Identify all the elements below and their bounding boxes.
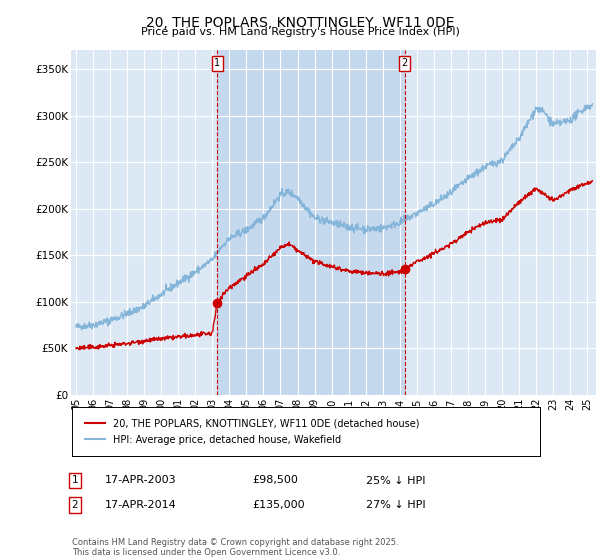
Text: 1: 1	[214, 58, 220, 68]
Text: 17-APR-2003: 17-APR-2003	[105, 475, 176, 486]
Text: 25% ↓ HPI: 25% ↓ HPI	[366, 475, 425, 486]
Text: 1: 1	[71, 475, 79, 486]
Bar	[217, 50, 405, 395]
Text: Contains HM Land Registry data © Crown copyright and database right 2025.
This d: Contains HM Land Registry data © Crown c…	[72, 538, 398, 557]
Text: 2: 2	[401, 58, 408, 68]
Text: 17-APR-2014: 17-APR-2014	[105, 500, 177, 510]
Text: Price paid vs. HM Land Registry's House Price Index (HPI): Price paid vs. HM Land Registry's House …	[140, 27, 460, 37]
Legend: 20, THE POPLARS, KNOTTINGLEY, WF11 0DE (detached house), HPI: Average price, det: 20, THE POPLARS, KNOTTINGLEY, WF11 0DE (…	[82, 415, 423, 449]
Text: 20, THE POPLARS, KNOTTINGLEY, WF11 0DE: 20, THE POPLARS, KNOTTINGLEY, WF11 0DE	[146, 16, 454, 30]
Text: 2: 2	[71, 500, 79, 510]
Text: 27% ↓ HPI: 27% ↓ HPI	[366, 500, 425, 510]
Bar	[217, 50, 405, 395]
Text: £98,500: £98,500	[252, 475, 298, 486]
Text: £135,000: £135,000	[252, 500, 305, 510]
